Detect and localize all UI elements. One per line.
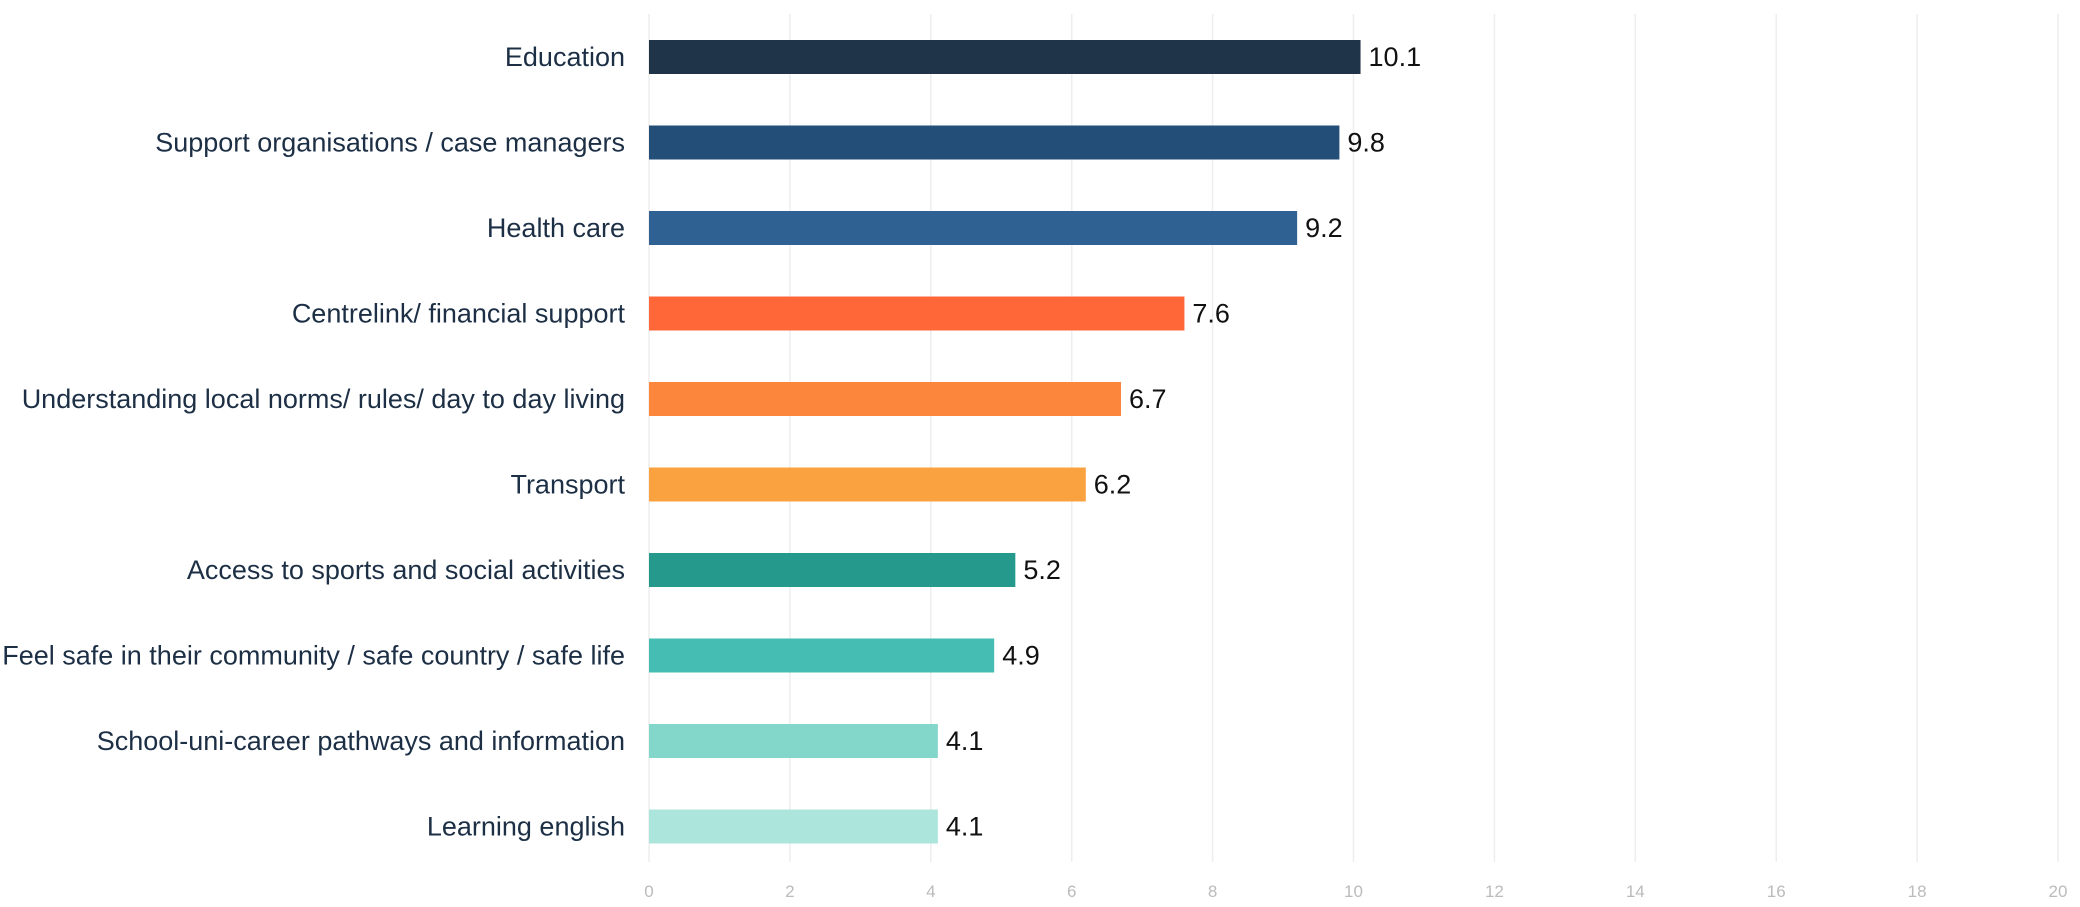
category-labels: Education Support organisations / case ma… [2,42,625,842]
x-tick-label: 0 [644,882,653,901]
category-label: Transport [510,470,625,500]
bar [649,724,938,758]
bar [649,467,1086,502]
data-label: 10.1 [1369,42,1422,72]
x-tick-label: 16 [1767,882,1786,901]
bar [649,553,1016,587]
bars [649,40,1361,844]
category-label: Support organisations / case managers [155,128,625,158]
bar [649,296,1185,331]
bar [649,211,1298,245]
category-label: Education [505,42,625,72]
x-tick-label: 14 [1626,882,1645,901]
category-label: Understanding local norms/ rules/ day to… [22,384,625,414]
data-label: 9.8 [1347,128,1385,158]
data-label: 4.9 [1002,641,1040,671]
bar [649,125,1340,160]
value-labels: 10.1 9.8 9.2 7.6 6.7 6.2 5.2 4.9 4.1 4.1 [946,42,1421,842]
category-label: Centrelink/ financial support [292,299,626,329]
category-label: Learning english [427,812,625,842]
data-label: 9.2 [1305,213,1343,243]
data-label: 4.1 [946,726,984,756]
bar [649,382,1122,416]
data-label: 4.1 [946,812,984,842]
category-label: Health care [487,213,625,243]
data-label: 7.6 [1192,299,1230,329]
data-label: 6.7 [1129,384,1167,414]
bar [649,40,1361,74]
category-label: Feel safe in their community / safe coun… [2,641,625,671]
x-axis-ticks: 0 2 4 6 8 10 12 14 16 18 20 [644,882,2067,901]
category-label: School-uni-career pathways and informati… [97,726,625,756]
bar [649,638,995,673]
x-tick-label: 6 [1067,882,1076,901]
x-tick-label: 8 [1208,882,1217,901]
x-tick-label: 12 [1485,882,1504,901]
category-label: Access to sports and social activities [187,555,625,585]
x-tick-label: 18 [1908,882,1927,901]
data-label: 5.2 [1023,555,1061,585]
x-tick-label: 20 [2049,882,2068,901]
x-tick-label: 2 [785,882,794,901]
x-tick-label: 10 [1344,882,1363,901]
x-tick-label: 4 [926,882,935,901]
bar [649,809,938,844]
data-label: 6.2 [1094,470,1132,500]
